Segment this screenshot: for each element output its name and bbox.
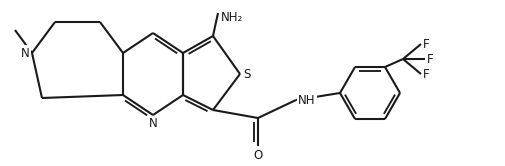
Text: NH₂: NH₂ <box>221 11 243 24</box>
Text: F: F <box>426 52 433 66</box>
Text: F: F <box>422 38 429 50</box>
Text: NH: NH <box>297 93 315 107</box>
Text: N: N <box>148 117 157 130</box>
Text: N: N <box>21 46 30 59</box>
Text: O: O <box>253 149 262 162</box>
Text: S: S <box>242 68 250 81</box>
Text: F: F <box>422 68 429 81</box>
